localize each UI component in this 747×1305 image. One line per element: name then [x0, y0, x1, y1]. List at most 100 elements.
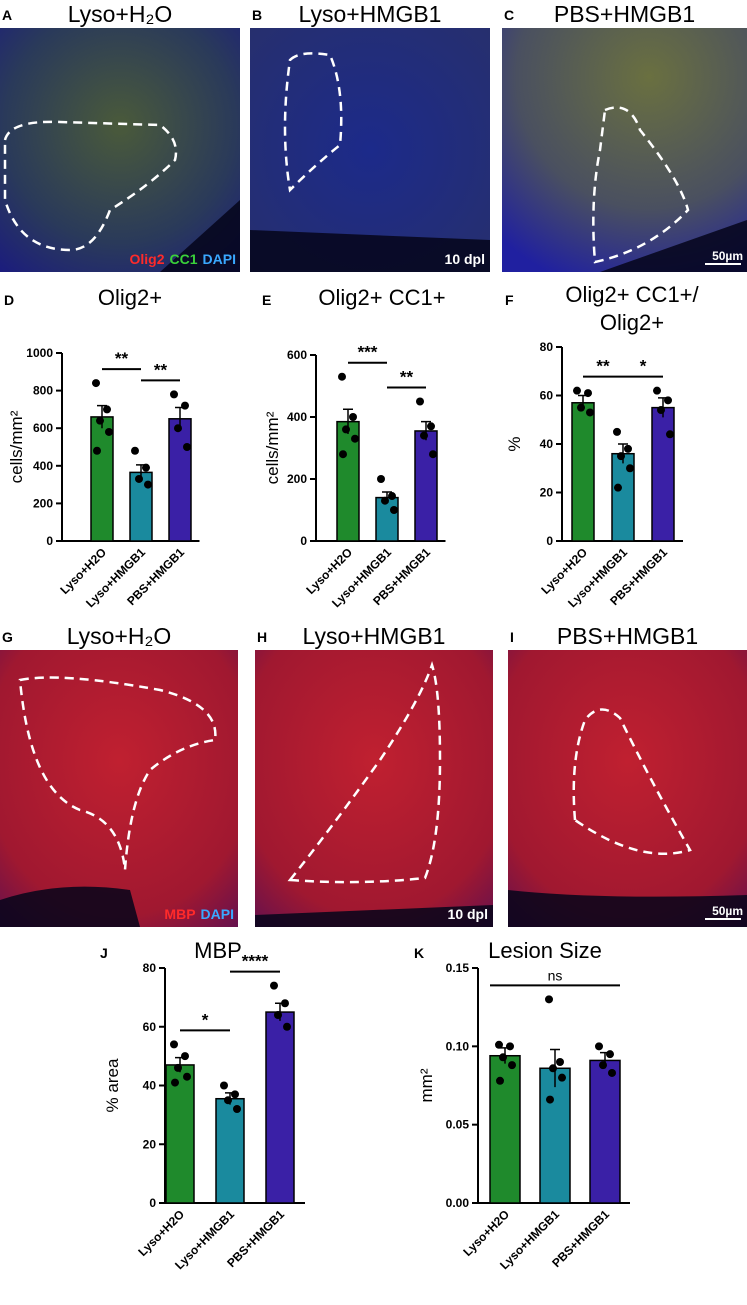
chart-title: MBP [194, 938, 242, 963]
lesion-outline [592, 106, 690, 264]
y-tick-label: 400 [33, 459, 53, 473]
data-point [105, 427, 113, 436]
data-point [170, 1040, 178, 1049]
data-point [653, 386, 661, 395]
data-point [558, 1073, 566, 1082]
y-tick-label: 80 [143, 961, 157, 975]
tissue-edge [160, 200, 240, 272]
bar [215, 1097, 245, 1204]
panel-letter: K [414, 945, 424, 961]
timepoint: 10 dpl [445, 251, 485, 267]
significance-label: *** [358, 343, 378, 362]
bar [539, 1067, 571, 1204]
data-point [281, 999, 289, 1008]
y-tick-label: 60 [143, 1020, 157, 1034]
lesion-outline [287, 661, 442, 884]
panel-letter: F [505, 292, 514, 308]
y-tick-label: 400 [287, 410, 307, 424]
y-axis-label: % area [103, 1058, 122, 1112]
data-point [339, 450, 347, 459]
panel-letter: D [4, 292, 14, 308]
chart-title: Olig2+ [600, 310, 664, 335]
chart-title: Olig2+ [98, 285, 162, 310]
data-point [666, 430, 674, 439]
y-tick-label: 80 [540, 340, 554, 354]
data-point [595, 1042, 603, 1051]
stain-name: MBP [164, 906, 195, 922]
tissue-edge [250, 230, 490, 272]
y-tick-label: 0 [46, 534, 53, 548]
data-point [584, 389, 592, 398]
micrograph [508, 650, 747, 927]
bar [265, 1011, 295, 1204]
y-tick-label: 60 [540, 389, 554, 403]
bar [414, 430, 438, 542]
data-point [283, 1022, 291, 1031]
y-tick-label: 20 [540, 486, 554, 500]
lesion-outline [3, 120, 178, 252]
tissue-edge [255, 905, 493, 927]
lesion-outline [572, 708, 692, 855]
chart-title: Olig2+ CC1+ [318, 285, 445, 310]
y-tick-label: 0 [300, 534, 307, 548]
panel-title: Lyso+H₂O [67, 623, 172, 649]
data-point [181, 401, 189, 410]
stain-name: DAPI [203, 251, 236, 267]
data-point [496, 1076, 504, 1085]
data-point [144, 480, 152, 489]
stain-name: CC1 [170, 251, 198, 267]
data-point [495, 1040, 503, 1049]
panel-letter: E [262, 292, 271, 308]
panel-title: Lyso+HMGB1 [303, 623, 446, 649]
data-point [224, 1096, 232, 1105]
data-point [92, 379, 100, 388]
data-point [586, 408, 594, 417]
y-tick-label: 0 [149, 1196, 156, 1210]
data-point [606, 1050, 614, 1059]
stain-legend: Olig2 CC1 DAPI [130, 251, 236, 267]
data-point [546, 1095, 554, 1104]
data-point [624, 444, 632, 453]
data-point [131, 446, 139, 455]
bar [168, 418, 192, 542]
chart-title: Olig2+ CC1+/ [565, 282, 699, 307]
data-point [545, 995, 553, 1004]
data-point [427, 422, 435, 431]
y-tick-label: 0.00 [446, 1196, 470, 1210]
data-point [142, 463, 150, 472]
significance-label: * [202, 1010, 209, 1029]
y-tick-label: 1000 [26, 346, 53, 360]
significance-label: ** [400, 368, 414, 387]
tissue-edge [508, 890, 747, 927]
data-point [377, 475, 385, 483]
y-tick-label: 600 [33, 421, 53, 435]
panel-title: Lyso+H₂O [68, 1, 173, 27]
panel-letter: B [252, 7, 262, 23]
data-point [657, 406, 665, 415]
y-tick-label: 200 [33, 496, 53, 510]
micrograph [0, 28, 240, 272]
data-point [664, 396, 672, 405]
scale-label: 50µm [712, 904, 743, 918]
data-point [338, 372, 346, 381]
data-point [381, 496, 389, 505]
data-point [416, 397, 424, 406]
panel-title: PBS+HMGB1 [557, 623, 698, 649]
data-point [429, 450, 437, 459]
micrograph [502, 28, 747, 272]
micrograph [255, 650, 493, 927]
bar [571, 402, 595, 542]
data-point [608, 1068, 616, 1077]
data-point [220, 1081, 228, 1090]
panel-letter: C [504, 7, 514, 23]
lesion-outline [18, 676, 217, 871]
lesion-outline [283, 52, 343, 193]
data-point [231, 1090, 239, 1099]
panel-letter: H [257, 629, 267, 645]
y-tick-label: 800 [33, 384, 53, 398]
data-point [573, 386, 581, 395]
data-point [499, 1053, 507, 1062]
x-tick-label: Lyso+H2O [460, 1207, 512, 1259]
y-axis-label: cells/mm² [263, 411, 282, 484]
